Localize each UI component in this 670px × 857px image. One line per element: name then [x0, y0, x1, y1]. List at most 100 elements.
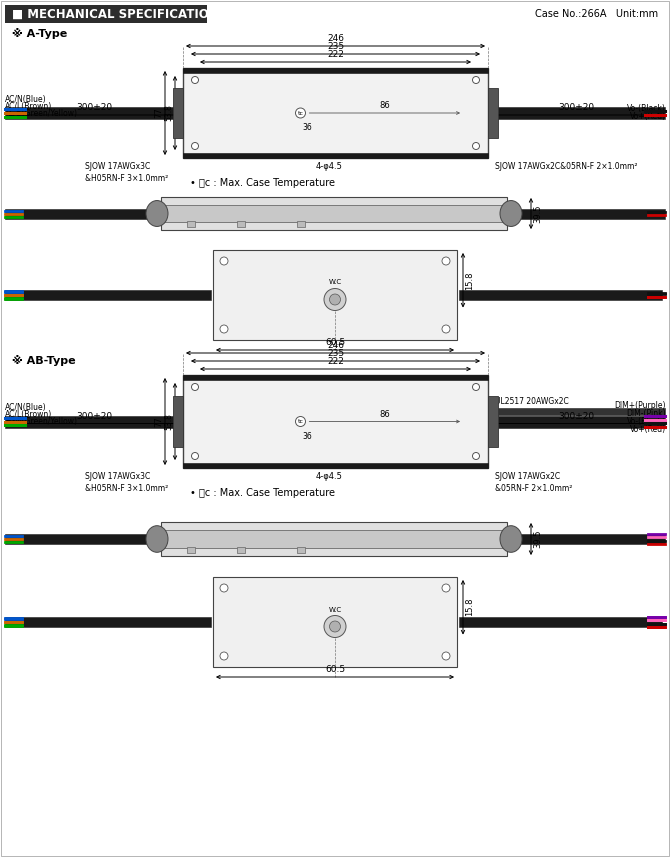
- Text: 36: 36: [302, 432, 312, 440]
- Text: FG⊕(Green/Yellow): FG⊕(Green/Yellow): [5, 417, 77, 426]
- Bar: [5, 416, 173, 428]
- Bar: [5, 617, 211, 627]
- Text: 77: 77: [154, 108, 163, 118]
- Bar: [513, 534, 665, 544]
- Circle shape: [472, 142, 480, 149]
- Bar: [498, 107, 665, 119]
- Text: 53.8: 53.8: [164, 413, 173, 430]
- Circle shape: [330, 621, 340, 632]
- Text: Vo+(Red): Vo+(Red): [630, 425, 666, 434]
- Text: Vo-(Black): Vo-(Black): [627, 417, 666, 426]
- Bar: [5, 534, 157, 544]
- Bar: [237, 221, 245, 227]
- Bar: [213, 577, 457, 667]
- Text: W.C: W.C: [328, 607, 342, 613]
- Text: Vo+(Red): Vo+(Red): [630, 111, 666, 121]
- Text: 300±20: 300±20: [558, 411, 594, 421]
- Circle shape: [295, 417, 306, 427]
- Text: 53.8: 53.8: [164, 105, 173, 122]
- Text: 235: 235: [327, 349, 344, 358]
- Bar: [183, 153, 488, 158]
- Circle shape: [220, 652, 228, 660]
- Circle shape: [192, 383, 198, 391]
- Text: 300±20: 300±20: [558, 103, 594, 112]
- Text: 300±20: 300±20: [76, 103, 112, 112]
- Text: SJOW 17AWGx2C
&05RN-F 2×1.0mm²: SJOW 17AWGx2C &05RN-F 2×1.0mm²: [495, 472, 572, 493]
- Bar: [173, 396, 183, 447]
- Circle shape: [324, 289, 346, 310]
- Text: SJOW 17AWGx2C&05RN-F 2×1.0mm²: SJOW 17AWGx2C&05RN-F 2×1.0mm²: [495, 162, 637, 171]
- Text: DIM-(Pink): DIM-(Pink): [626, 409, 666, 418]
- Text: ※ A-Type: ※ A-Type: [12, 27, 67, 39]
- Circle shape: [442, 652, 450, 660]
- Text: 4-φ4.5: 4-φ4.5: [316, 162, 342, 171]
- Ellipse shape: [500, 525, 522, 552]
- Bar: [187, 221, 195, 227]
- Bar: [213, 250, 457, 340]
- Text: 36: 36: [302, 123, 312, 132]
- Bar: [183, 68, 488, 73]
- Text: 15.8: 15.8: [465, 598, 474, 616]
- Bar: [183, 375, 488, 380]
- Text: Case No.:266A   Unit:mm: Case No.:266A Unit:mm: [535, 9, 658, 19]
- Bar: [5, 107, 173, 119]
- Text: W.C: W.C: [328, 279, 342, 285]
- Text: UL2517 20AWGx2C: UL2517 20AWGx2C: [495, 397, 569, 406]
- Bar: [163, 530, 505, 548]
- Circle shape: [442, 584, 450, 592]
- Text: AC/N(Blue): AC/N(Blue): [5, 403, 47, 412]
- Bar: [297, 547, 305, 553]
- Text: FG⊕(Green/Yellow): FG⊕(Green/Yellow): [5, 109, 77, 117]
- Bar: [183, 463, 488, 468]
- Text: AC/N(Blue): AC/N(Blue): [5, 94, 47, 104]
- Text: 86: 86: [379, 410, 390, 418]
- Circle shape: [472, 76, 480, 83]
- Circle shape: [220, 325, 228, 333]
- Bar: [488, 88, 498, 138]
- Ellipse shape: [500, 201, 522, 226]
- Bar: [161, 197, 507, 230]
- Circle shape: [330, 294, 340, 305]
- Text: 246: 246: [327, 34, 344, 43]
- Text: 235: 235: [327, 42, 344, 51]
- Circle shape: [295, 108, 306, 118]
- Text: 86: 86: [379, 101, 390, 110]
- Bar: [488, 396, 498, 447]
- Text: ※ AB-Type: ※ AB-Type: [12, 355, 76, 365]
- Text: 39.5: 39.5: [533, 204, 542, 223]
- Circle shape: [220, 584, 228, 592]
- Circle shape: [220, 257, 228, 265]
- Text: 246: 246: [327, 341, 344, 350]
- Text: 222: 222: [327, 50, 344, 59]
- Text: • ⓣc : Max. Case Temperature: • ⓣc : Max. Case Temperature: [190, 488, 335, 498]
- Bar: [237, 547, 245, 553]
- Text: tc: tc: [297, 111, 304, 116]
- Bar: [183, 68, 488, 158]
- Bar: [5, 5, 207, 23]
- Bar: [498, 407, 665, 415]
- Bar: [297, 221, 305, 227]
- Ellipse shape: [146, 201, 168, 226]
- Bar: [513, 208, 665, 219]
- Text: AC/L(Brown): AC/L(Brown): [5, 101, 52, 111]
- Bar: [163, 205, 505, 222]
- Circle shape: [324, 615, 346, 638]
- Circle shape: [192, 452, 198, 459]
- Text: AC/L(Brown): AC/L(Brown): [5, 410, 52, 419]
- Bar: [459, 617, 662, 627]
- Circle shape: [472, 383, 480, 391]
- Text: 39.5: 39.5: [533, 530, 542, 548]
- Circle shape: [192, 76, 198, 83]
- Circle shape: [472, 452, 480, 459]
- Bar: [5, 290, 211, 300]
- Text: • ⓣc : Max. Case Temperature: • ⓣc : Max. Case Temperature: [190, 178, 335, 188]
- Circle shape: [192, 142, 198, 149]
- Bar: [183, 375, 488, 468]
- Bar: [161, 522, 507, 556]
- Text: 222: 222: [327, 357, 344, 366]
- Text: 60.5: 60.5: [325, 665, 345, 674]
- Bar: [498, 416, 665, 428]
- Text: 4-φ4.5: 4-φ4.5: [316, 472, 342, 481]
- Text: ■ MECHANICAL SPECIFICATION: ■ MECHANICAL SPECIFICATION: [12, 8, 218, 21]
- Text: DIM+(Purple): DIM+(Purple): [614, 401, 666, 410]
